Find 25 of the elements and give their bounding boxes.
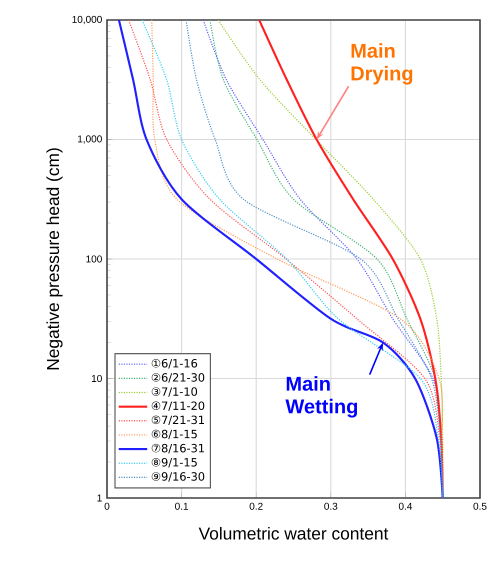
legend-label: ⑥8/1-15 (152, 430, 197, 440)
legend-label: ⑨9/16-30 (152, 472, 204, 482)
x-tick-label: 0 (104, 502, 110, 510)
y-tick-label: 10,000 (72, 16, 102, 24)
legend-label: ①6/1-16 (152, 359, 198, 368)
legend-label: ②6/21-30 (152, 373, 204, 383)
y-tick-label: 1,000 (78, 135, 102, 144)
x-tick-label: 0.1 (175, 502, 188, 510)
y-tick-label: 10 (92, 374, 102, 382)
y-tick-label: 100 (86, 255, 102, 263)
x-tick-label: 0.2 (250, 502, 263, 510)
annotation: Main Drying (352, 43, 412, 85)
legend-label: ③7/1-10 (152, 387, 198, 397)
x-tick-label: 0.3 (324, 502, 338, 510)
line-series (258, 20, 444, 498)
x-tick-label: 0.5 (473, 502, 487, 510)
x-tick-label: 0.4 (398, 502, 412, 510)
legend-label: ⑤7/21-31 (152, 416, 204, 426)
y-axis-title: Negative pressure head (cm) (46, 148, 63, 370)
y-tick-label: 1 (97, 494, 102, 502)
legend-label: ④7/11-20 (152, 401, 204, 411)
annotation: Main Wetting (285, 376, 358, 418)
x-axis-title: Volumetric water content (198, 526, 388, 540)
legend-label: ⑧9/1-15 (152, 458, 197, 468)
legend-label: ⑦8/16-31 (152, 444, 204, 454)
